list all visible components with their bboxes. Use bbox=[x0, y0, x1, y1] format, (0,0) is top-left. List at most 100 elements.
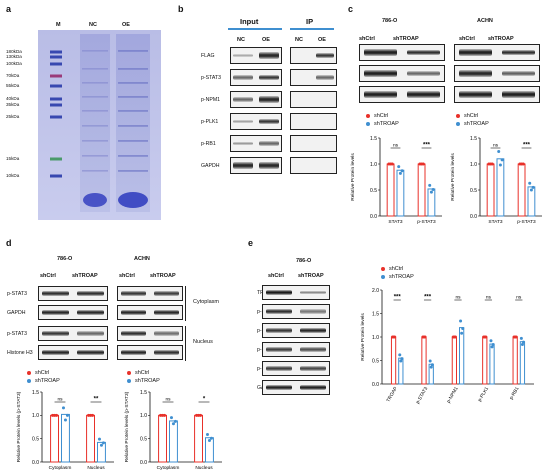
legend-dot-trt bbox=[127, 379, 131, 383]
sds-page-gel bbox=[38, 30, 161, 220]
y-tick-label: 0.0 bbox=[470, 214, 477, 220]
blot-band bbox=[77, 349, 104, 356]
blot-band bbox=[120, 309, 147, 316]
blot-strip-gapdh bbox=[454, 86, 540, 103]
bar-stat3-ctrl bbox=[486, 163, 495, 217]
c-lane-2: shTROAP bbox=[393, 36, 419, 42]
gel-marker-label: 100kDa bbox=[6, 61, 22, 66]
point-ctrl bbox=[91, 413, 95, 417]
blot-row-label-histone-h3: Histone H3 bbox=[7, 349, 33, 356]
blot-strip-gapdh bbox=[262, 380, 330, 395]
point-trt bbox=[431, 187, 435, 191]
legend-dot-trt bbox=[27, 379, 31, 383]
point-trt bbox=[460, 331, 464, 335]
gel-band-nc bbox=[82, 96, 108, 98]
blot-strip-p-rb1 bbox=[230, 135, 282, 152]
point-trt bbox=[459, 319, 463, 323]
gel-marker-label: 130kDa bbox=[6, 54, 22, 59]
legend-trt: shTROAP bbox=[135, 378, 160, 384]
blot-band bbox=[364, 70, 397, 77]
blot-band bbox=[459, 70, 492, 77]
b-lane-1: NC bbox=[237, 37, 245, 43]
panel-label-a: a bbox=[6, 4, 12, 14]
blot-band bbox=[259, 74, 279, 81]
gel-bands bbox=[82, 50, 148, 172]
point-ctrl bbox=[423, 335, 427, 339]
x-tick-label: Cytoplasm bbox=[157, 465, 180, 471]
ladder-band bbox=[50, 84, 62, 88]
point-trt bbox=[101, 441, 105, 445]
legend-dot-ctrl bbox=[381, 267, 385, 271]
blot-band bbox=[300, 347, 326, 352]
blot-strip-p-npm1 bbox=[290, 91, 337, 108]
ladder-band bbox=[50, 62, 62, 66]
legend-dot-ctrl bbox=[127, 371, 131, 375]
d-cell-786o: 786-O bbox=[57, 256, 73, 262]
y-tick-label: 1.5 bbox=[370, 136, 377, 142]
gel-band-oe bbox=[118, 140, 148, 142]
panel-label-d: d bbox=[6, 238, 12, 248]
blot-band bbox=[266, 327, 292, 334]
point-trt bbox=[397, 165, 401, 169]
bar-p-plk1-ctrl bbox=[482, 336, 488, 385]
x-tick-label: p-PLK1 bbox=[477, 386, 490, 403]
legend-trt: shTROAP bbox=[389, 274, 414, 280]
bracket-cytoplasm bbox=[185, 286, 189, 321]
blot-band bbox=[316, 52, 335, 59]
x-tick-label: TROAP bbox=[385, 386, 398, 403]
ladder-band bbox=[50, 55, 62, 59]
blot-band bbox=[233, 162, 253, 169]
gel-band-nc bbox=[82, 50, 108, 52]
y-axis-label: Relative Protein levels (p-STAT3) bbox=[16, 391, 22, 462]
d-lane-2: shTROAP bbox=[72, 273, 98, 279]
sig-label: ns bbox=[165, 398, 171, 403]
point-ctrl bbox=[199, 413, 203, 417]
x-tick-label: p-NPM1 bbox=[446, 386, 460, 405]
gel-band-nc bbox=[82, 155, 108, 157]
blot-band bbox=[266, 347, 292, 352]
y-tick-label: 0.0 bbox=[372, 382, 379, 388]
blot-band bbox=[120, 349, 147, 356]
gel-marker-label: 25kDa bbox=[6, 114, 20, 119]
bar-p-stat3-ctrl bbox=[417, 163, 426, 217]
b-lane-2: OE bbox=[262, 37, 270, 43]
bar-cytoplasm-trt bbox=[169, 420, 178, 463]
point-trt bbox=[490, 345, 494, 349]
blot-band bbox=[300, 290, 326, 295]
point-ctrl bbox=[390, 162, 394, 166]
gel-band-oe bbox=[118, 110, 148, 112]
d2-legend: shCtrl shTROAP bbox=[127, 370, 197, 388]
point-trt bbox=[65, 413, 69, 417]
b-group-ip: IP bbox=[306, 17, 314, 26]
bar-p-npm1-trt bbox=[459, 327, 465, 385]
blot-strip-p-stat3 bbox=[230, 69, 282, 86]
blot-strip-p-stat3 bbox=[262, 304, 330, 319]
legend-ctrl: shCtrl bbox=[464, 113, 479, 119]
c-lane-1: shCtrl bbox=[359, 36, 375, 42]
chart-d-786o: 0.0 0.5 1.0 1.5 Relative Protein levels (p-S… bbox=[16, 390, 114, 471]
point-ctrl bbox=[521, 162, 525, 166]
blot-band bbox=[364, 91, 397, 98]
bar-p-stat3-ctrl bbox=[517, 163, 526, 217]
sig-label: *** bbox=[523, 143, 531, 149]
point-trt bbox=[400, 169, 404, 173]
point-ctrl bbox=[55, 413, 59, 417]
blot-band bbox=[300, 384, 326, 391]
b-lane-3: NC bbox=[295, 37, 303, 43]
point-trt bbox=[430, 363, 434, 367]
y-tick-label: 1.0 bbox=[370, 162, 377, 168]
x-tick-label: Nucleus bbox=[87, 465, 105, 471]
blot-band bbox=[77, 290, 104, 297]
fraction-nucleus: Nucleus bbox=[193, 339, 213, 345]
blot-band bbox=[233, 119, 253, 124]
point-trt bbox=[528, 181, 532, 185]
blot-strip-p-plk1 bbox=[262, 342, 330, 357]
x-tick-label: STAT3 bbox=[388, 219, 403, 225]
y-tick-label: 0.5 bbox=[32, 436, 39, 442]
sig-label: *** bbox=[423, 143, 431, 149]
d-lane-1: shCtrl bbox=[40, 273, 56, 279]
blot-strip-histone-h3 bbox=[38, 345, 108, 360]
y-tick-label: 1.5 bbox=[32, 390, 39, 396]
point-trt bbox=[400, 357, 404, 361]
legend-ctrl: shCtrl bbox=[35, 370, 50, 376]
